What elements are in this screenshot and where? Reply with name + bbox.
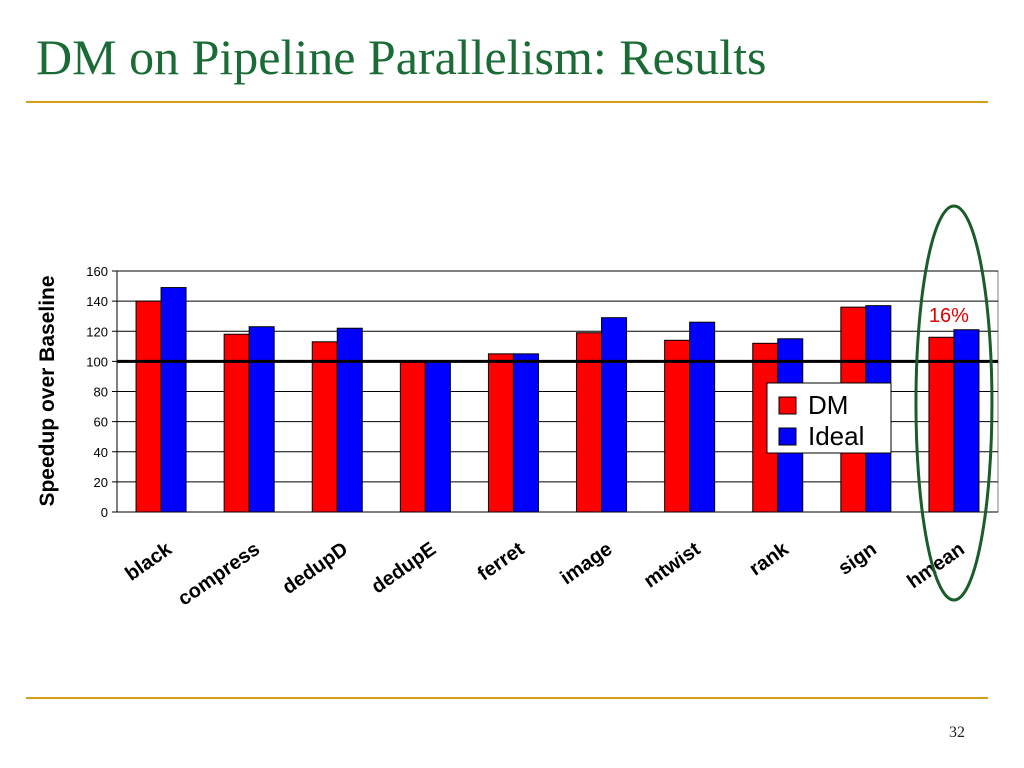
- x-tick-label: mtwist: [640, 538, 705, 593]
- bar-ideal-image: [601, 317, 628, 513]
- bar-ideal-dedupe: [424, 360, 451, 513]
- improvement-annotation: 16%: [929, 305, 969, 327]
- bar-dm-compress: [223, 333, 250, 513]
- bar-ideal-mtwist: [689, 321, 716, 513]
- bar-dm-image: [576, 332, 603, 513]
- legend-swatch-ideal: [778, 427, 797, 446]
- y-tick-label: 0: [101, 505, 108, 520]
- x-tick-label: dedupD: [279, 538, 353, 599]
- hmean-highlight-ellipse: [914, 204, 994, 602]
- legend-label-ideal: Ideal: [808, 421, 864, 451]
- y-tick-label: 120: [86, 324, 108, 339]
- bar-ideal-dedupd: [336, 327, 363, 513]
- legend-swatch-dm: [778, 396, 797, 415]
- bar-ideal-ferret: [512, 353, 539, 513]
- x-tick-label: sign: [834, 538, 880, 580]
- y-tick-label: 60: [94, 415, 108, 430]
- y-tick-label: 140: [86, 294, 108, 309]
- bar-ideal-hmean: [953, 329, 980, 513]
- y-tick-label: 20: [94, 475, 108, 490]
- title-divider: [26, 101, 988, 103]
- bar-ideal-compress: [248, 326, 275, 513]
- y-tick-label: 160: [86, 264, 108, 279]
- bar-dm-ferret: [487, 353, 514, 513]
- x-tick-label: black: [121, 538, 176, 586]
- x-tick-label: image: [556, 538, 616, 589]
- footer-divider: [26, 697, 988, 699]
- x-tick-label: hmean: [903, 538, 968, 593]
- x-tick-label: dedupE: [368, 538, 441, 598]
- x-tick-label: rank: [745, 538, 793, 581]
- y-axis-title: Speedup over Baseline: [36, 275, 59, 506]
- bar-ideal-black: [160, 287, 187, 513]
- bar-dm-black: [135, 300, 162, 513]
- x-tick-label: ferret: [474, 538, 529, 586]
- x-tick-label: compress: [174, 538, 264, 610]
- y-tick-label: 40: [94, 445, 108, 460]
- bar-dm-dedupe: [399, 360, 426, 513]
- legend-label-dm: DM: [808, 390, 848, 420]
- slide-title: DM on Pipeline Parallelism: Results: [36, 29, 767, 85]
- y-tick-label: 100: [86, 354, 108, 369]
- bar-dm-mtwist: [664, 339, 691, 513]
- y-tick-label: 80: [94, 385, 108, 400]
- page-number: 32: [949, 724, 965, 741]
- bar-dm-hmean: [928, 336, 955, 513]
- bar-dm-dedupd: [311, 341, 338, 513]
